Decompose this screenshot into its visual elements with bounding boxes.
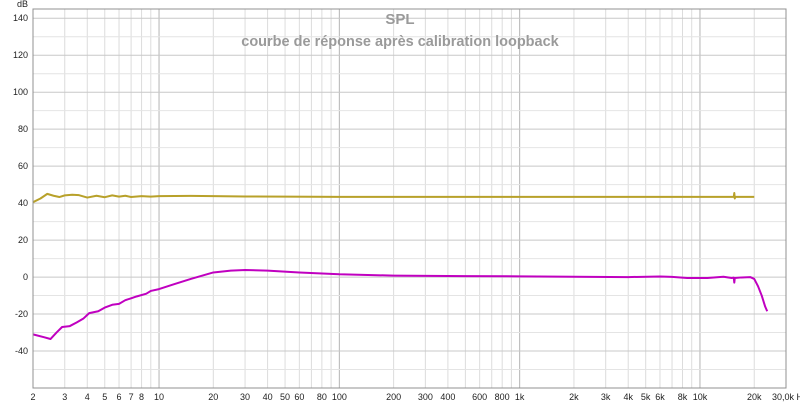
x-tick-label: 60 bbox=[294, 392, 304, 402]
x-tick-label: 300 bbox=[418, 392, 433, 402]
series-line-2 bbox=[32, 269, 769, 341]
y-tick-label: 20 bbox=[18, 235, 28, 245]
x-tick-label: 6k bbox=[655, 392, 665, 402]
grid-layer bbox=[32, 9, 787, 389]
x-tick-label: 800 bbox=[495, 392, 510, 402]
x-tick-label: 200 bbox=[386, 392, 401, 402]
chart-subtitle: courbe de réponse après calibration loop… bbox=[241, 34, 559, 50]
x-tick-label: 5 bbox=[102, 392, 107, 402]
x-tick-label: 50 bbox=[280, 392, 290, 402]
x-tick-label: 100 bbox=[332, 392, 347, 402]
x-tick-label: 2k bbox=[569, 392, 579, 402]
y-tick-label: 100 bbox=[13, 87, 28, 97]
x-tick-label: 600 bbox=[472, 392, 487, 402]
x-tick-label: 5k bbox=[641, 392, 651, 402]
x-tick-label: 8k bbox=[678, 392, 688, 402]
y-tick-label: 60 bbox=[18, 161, 28, 171]
x-tick-label: 20k bbox=[747, 392, 762, 402]
x-tick-label: 30 bbox=[240, 392, 250, 402]
x-tick-label: 4 bbox=[85, 392, 90, 402]
y-tick-label: 140 bbox=[13, 13, 28, 23]
y-tick-label: -40 bbox=[15, 346, 28, 356]
plot-border bbox=[32, 8, 787, 389]
x-tick-label: 400 bbox=[440, 392, 455, 402]
x-tick-label: 30,0k Hz bbox=[772, 392, 800, 402]
series-layer bbox=[32, 191, 769, 341]
x-tick-label: 1k bbox=[515, 392, 525, 402]
y-tick-label: 80 bbox=[18, 124, 28, 134]
x-tick-label: 6 bbox=[117, 392, 122, 402]
x-tick-label: 40 bbox=[263, 392, 273, 402]
x-tick-label: 80 bbox=[317, 392, 327, 402]
x-tick-label: 4k bbox=[623, 392, 633, 402]
y-tick-label: 120 bbox=[13, 50, 28, 60]
y-tick-label: 40 bbox=[18, 198, 28, 208]
x-tick-label: 3k bbox=[601, 392, 611, 402]
y-tick-label: 0 bbox=[23, 272, 28, 282]
y-axis-unit-label: dB bbox=[17, 0, 28, 9]
x-tick-label: 20 bbox=[208, 392, 218, 402]
x-tick-label: 8 bbox=[139, 392, 144, 402]
y-tick-label: -20 bbox=[15, 309, 28, 319]
x-tick-label: 7 bbox=[129, 392, 134, 402]
x-tick-label: 2 bbox=[30, 392, 35, 402]
series-line-1 bbox=[32, 191, 755, 204]
chart-title: SPL bbox=[385, 11, 414, 28]
x-tick-label: 10 bbox=[154, 392, 164, 402]
x-tick-label: 10k bbox=[693, 392, 708, 402]
x-tick-label: 3 bbox=[62, 392, 67, 402]
